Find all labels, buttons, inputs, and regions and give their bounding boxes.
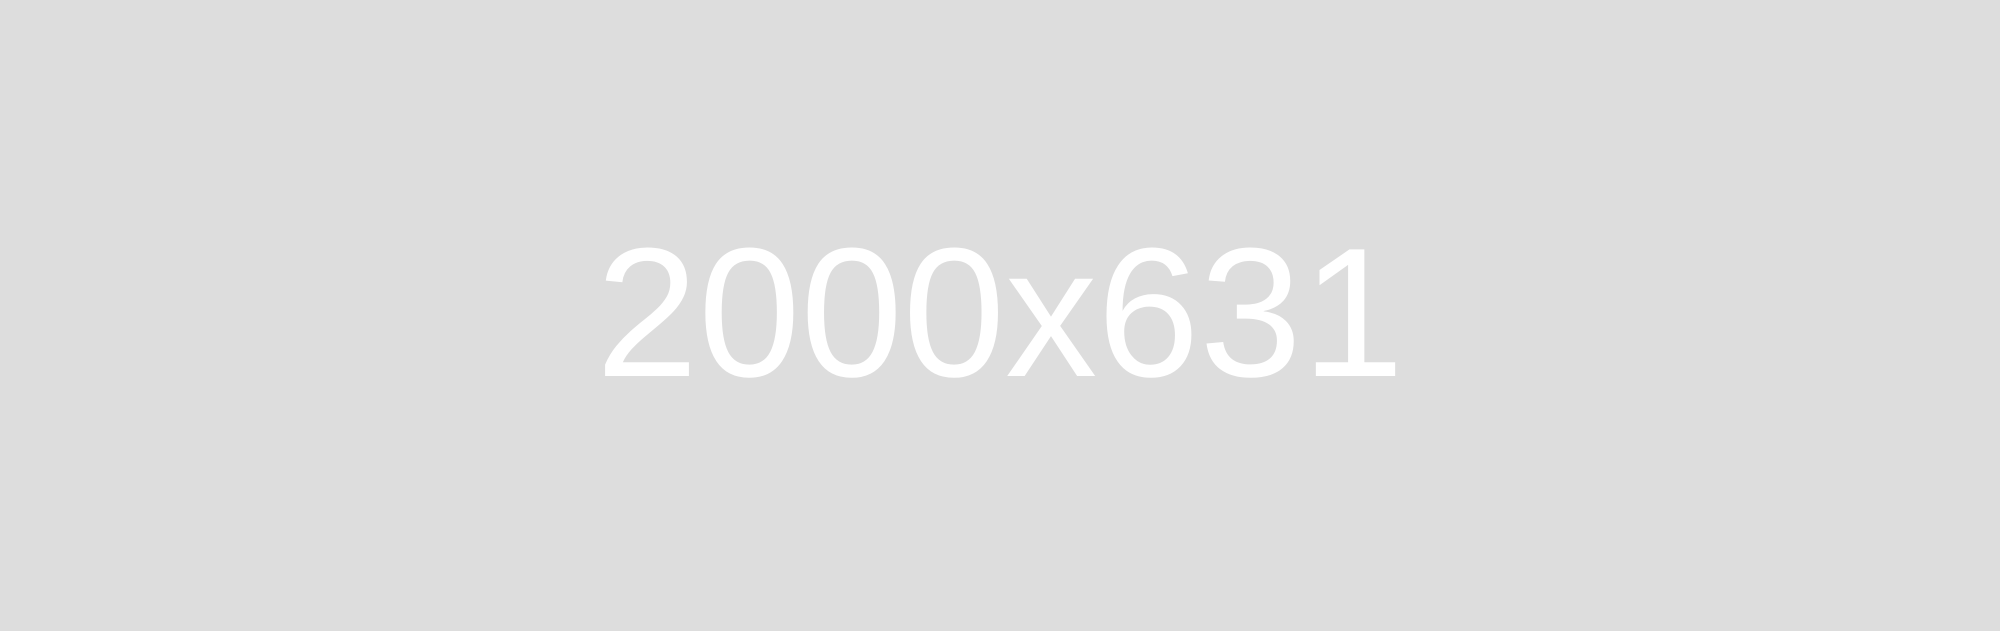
- dimensions-label: 2000x631: [595, 208, 1405, 415]
